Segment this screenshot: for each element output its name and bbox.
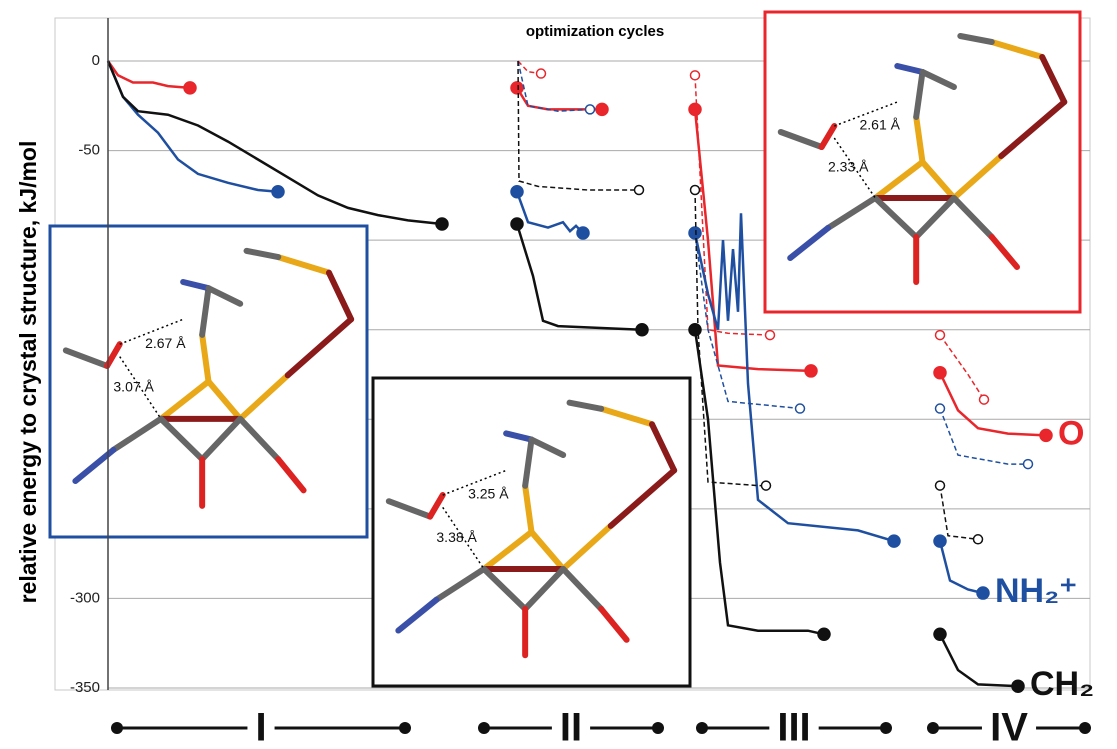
endpoint-marker — [980, 395, 989, 404]
endpoint-marker — [766, 331, 775, 340]
endpoint-marker — [272, 186, 284, 198]
endpoint-marker — [691, 71, 700, 80]
energy-curve — [940, 373, 1046, 436]
energy-curve — [695, 330, 824, 635]
chart-title: optimization cycles — [526, 23, 664, 40]
endpoint-marker — [934, 535, 946, 547]
endpoint-marker — [596, 103, 608, 115]
distance-label: 2.67 Å — [145, 335, 186, 351]
endpoint-marker — [511, 186, 523, 198]
structure-inset: 3.25 Å 3.38 Å — [373, 378, 690, 686]
endpoint-marker — [974, 535, 983, 544]
y-tick-label: -300 — [70, 589, 100, 606]
distance-label: 2.33 Å — [828, 159, 869, 175]
endpoint-marker — [689, 324, 701, 336]
endpoint-marker — [537, 69, 546, 78]
phase-end — [696, 722, 708, 734]
endpoint-marker — [511, 218, 523, 230]
energy-curve — [940, 335, 984, 400]
endpoint-marker — [762, 481, 771, 490]
endpoint-marker — [184, 82, 196, 94]
energy-curve — [940, 409, 1028, 465]
y-tick-label: 0 — [92, 52, 100, 69]
endpoint-marker — [1012, 680, 1024, 692]
energy-curve — [518, 61, 639, 190]
endpoint-marker — [511, 82, 523, 94]
energy-curve — [940, 541, 983, 593]
endpoint-marker — [818, 628, 830, 640]
series-label: NH₂⁺ — [995, 572, 1077, 610]
series-label: CH₂ — [1030, 665, 1094, 703]
y-axis-label: relative energy to crystal structure, kJ… — [15, 141, 41, 604]
phase-end — [880, 722, 892, 734]
endpoint-marker — [586, 105, 595, 114]
energy-curve — [108, 61, 190, 88]
endpoint-marker — [436, 218, 448, 230]
energy-curve — [940, 634, 1018, 686]
energy-curve — [108, 61, 278, 192]
energy-curve — [695, 75, 770, 335]
endpoint-marker — [689, 227, 701, 239]
phase-end — [1079, 722, 1091, 734]
energy-curve — [517, 192, 583, 233]
energy-curve — [518, 61, 590, 111]
distance-label: 3.25 Å — [468, 486, 509, 502]
phase-label: III — [777, 706, 810, 749]
endpoint-marker — [805, 365, 817, 377]
series-label: O — [1058, 414, 1084, 452]
phase-end — [478, 722, 490, 734]
phase-label: II — [560, 706, 582, 749]
phase-label: IV — [990, 706, 1028, 749]
endpoint-marker — [689, 103, 701, 115]
phase-label: I — [255, 706, 266, 749]
structure-inset: 2.67 Å 3.07 Å — [50, 226, 367, 537]
endpoint-marker — [888, 535, 900, 547]
endpoint-marker — [936, 331, 945, 340]
endpoint-marker — [936, 404, 945, 413]
insets: 2.67 Å 3.07 Å 3.25 Å 3.38 Å 2.61 Å 2.33 Å — [50, 12, 1080, 686]
phase-end — [399, 722, 411, 734]
chart: optimization cycles relative energy to c… — [0, 0, 1117, 749]
endpoint-marker — [796, 404, 805, 413]
phase-end — [927, 722, 939, 734]
energy-curve — [108, 61, 442, 224]
energy-curve — [695, 190, 766, 486]
phase-end — [111, 722, 123, 734]
y-tick-label: -50 — [78, 142, 100, 159]
endpoint-marker — [636, 324, 648, 336]
endpoint-marker — [934, 367, 946, 379]
phase-end — [652, 722, 664, 734]
distance-label: 2.61 Å — [860, 117, 901, 133]
endpoint-marker — [691, 185, 700, 194]
energy-curve — [940, 486, 978, 540]
endpoint-marker — [577, 227, 589, 239]
endpoint-marker — [977, 587, 989, 599]
distance-label: 3.07 Å — [113, 378, 154, 394]
endpoint-marker — [934, 628, 946, 640]
endpoint-marker — [635, 185, 644, 194]
endpoint-marker — [936, 481, 945, 490]
endpoint-marker — [1024, 460, 1033, 469]
endpoint-marker — [1040, 429, 1052, 441]
distance-label: 3.38 Å — [436, 529, 477, 545]
structure-inset: 2.61 Å 2.33 Å — [765, 12, 1080, 312]
y-tick-label: -350 — [70, 679, 100, 696]
